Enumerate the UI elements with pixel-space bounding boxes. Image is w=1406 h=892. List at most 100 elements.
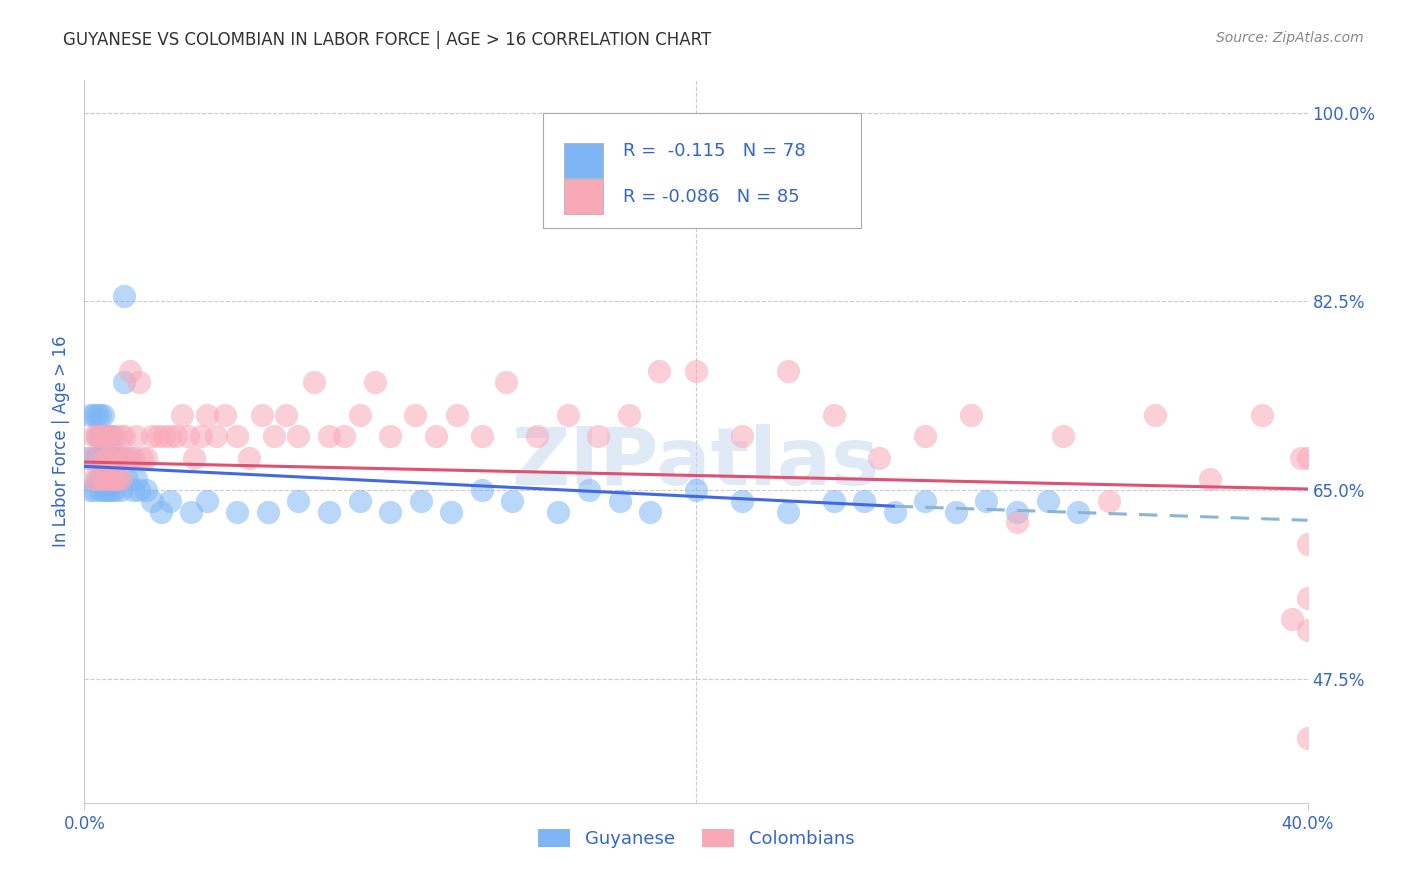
Point — [586, 429, 609, 443]
Point — [1005, 516, 1028, 530]
Point — [318, 429, 340, 443]
Point — [97, 429, 120, 443]
Point — [609, 493, 631, 508]
Point — [195, 493, 218, 508]
Bar — [564, 143, 603, 178]
Point — [276, 408, 298, 422]
Point — [86, 472, 108, 486]
Point — [914, 493, 936, 508]
Point — [471, 429, 494, 443]
Point — [94, 450, 117, 465]
Point — [183, 450, 205, 465]
Point — [1143, 408, 1166, 422]
Point — [195, 408, 218, 422]
Point — [110, 483, 132, 497]
Point — [107, 472, 129, 486]
Point — [89, 450, 111, 465]
Point — [287, 429, 309, 443]
Point — [190, 429, 212, 443]
Point — [104, 472, 127, 486]
Point — [976, 493, 998, 508]
Point — [91, 408, 114, 422]
Point — [83, 450, 105, 465]
Point — [122, 450, 145, 465]
Point — [107, 450, 129, 465]
Point — [101, 429, 124, 443]
Point — [91, 450, 114, 465]
Text: ZIPatlas: ZIPatlas — [512, 425, 880, 502]
Point — [226, 429, 249, 443]
Point — [333, 429, 356, 443]
Point — [104, 429, 127, 443]
Point — [101, 483, 124, 497]
Point — [257, 505, 280, 519]
Point — [110, 472, 132, 486]
Point — [302, 376, 325, 390]
Y-axis label: In Labor Force | Age > 16: In Labor Force | Age > 16 — [52, 335, 70, 548]
Point — [101, 472, 124, 486]
Point — [238, 450, 260, 465]
Point — [1296, 731, 1319, 745]
Point — [250, 408, 273, 422]
Point — [110, 429, 132, 443]
Point — [159, 429, 181, 443]
Point — [97, 472, 120, 486]
Point — [104, 483, 127, 497]
Point — [685, 483, 707, 497]
Bar — [564, 179, 603, 214]
Point — [883, 505, 905, 519]
Point — [94, 472, 117, 486]
Point — [89, 472, 111, 486]
Point — [214, 408, 236, 422]
Point — [91, 429, 114, 443]
Point — [364, 376, 387, 390]
Point — [89, 408, 111, 422]
Point — [502, 493, 524, 508]
Point — [404, 408, 426, 422]
Point — [94, 429, 117, 443]
Point — [94, 483, 117, 497]
Point — [1036, 493, 1059, 508]
Point — [869, 450, 891, 465]
Point — [89, 429, 111, 443]
Point — [380, 505, 402, 519]
Point — [617, 408, 640, 422]
Point — [685, 364, 707, 378]
Point — [914, 429, 936, 443]
Point — [128, 483, 150, 497]
Point — [83, 429, 105, 443]
Text: R =  -0.115   N = 78: R = -0.115 N = 78 — [623, 142, 806, 160]
Point — [83, 483, 105, 497]
Point — [1250, 408, 1272, 422]
Point — [1198, 472, 1220, 486]
Point — [125, 429, 148, 443]
Point — [79, 408, 101, 422]
Point — [318, 505, 340, 519]
Point — [526, 429, 548, 443]
Point — [94, 429, 117, 443]
Point — [853, 493, 876, 508]
Point — [945, 505, 967, 519]
Point — [205, 429, 228, 443]
Point — [101, 450, 124, 465]
Text: Source: ZipAtlas.com: Source: ZipAtlas.com — [1216, 31, 1364, 45]
Point — [112, 429, 135, 443]
Point — [1296, 537, 1319, 551]
Point — [86, 472, 108, 486]
Point — [86, 429, 108, 443]
Point — [146, 429, 169, 443]
Point — [578, 483, 600, 497]
Point — [125, 472, 148, 486]
Point — [823, 408, 845, 422]
Point — [823, 493, 845, 508]
Point — [287, 493, 309, 508]
Point — [101, 450, 124, 465]
Point — [86, 450, 108, 465]
Point — [120, 364, 142, 378]
Point — [135, 450, 157, 465]
Point — [89, 450, 111, 465]
Point — [141, 493, 163, 508]
Point — [79, 483, 101, 497]
Point — [112, 289, 135, 303]
Point — [471, 483, 494, 497]
